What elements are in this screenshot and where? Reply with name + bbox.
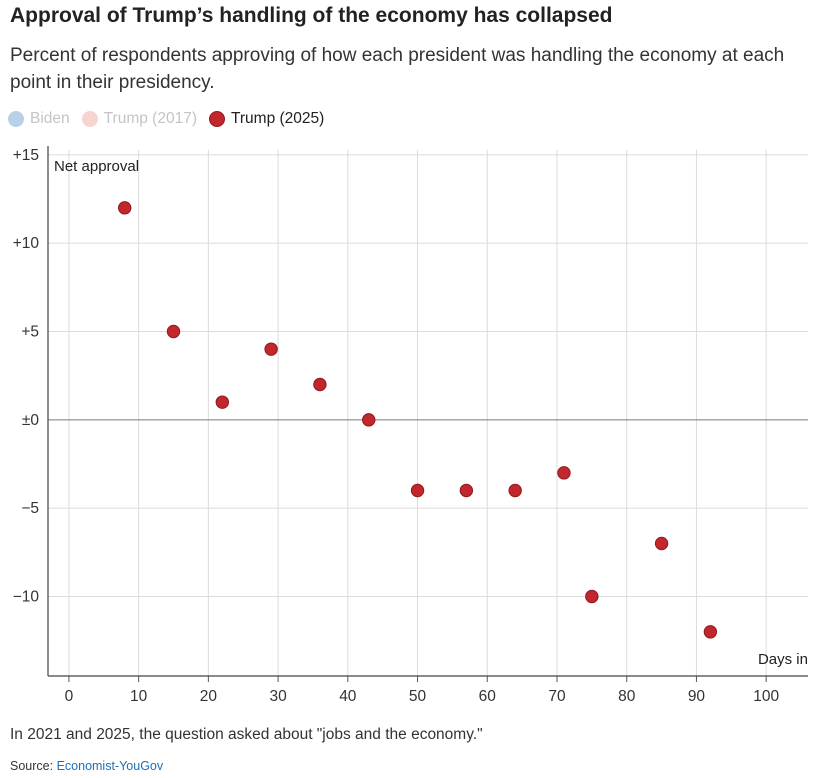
scatter-chart: 0 10 20 30 40 50 60 70 80 90 100 +15 +10 +5 ±0 −5 −10 Ne… bbox=[13, 146, 808, 705]
legend-label-trump-2017: Trump (2017) bbox=[103, 110, 197, 127]
x-tick-label: 40 bbox=[339, 688, 357, 705]
legend-label-trump-2025: Trump (2025) bbox=[230, 110, 325, 127]
data-point bbox=[508, 483, 522, 498]
x-tick-label: 20 bbox=[200, 688, 218, 705]
data-point bbox=[117, 201, 132, 215]
legend-item-trump-2025[interactable]: Trump (2025) bbox=[208, 110, 325, 128]
y-tick-label: +10 bbox=[13, 235, 40, 252]
x-tick-label: 10 bbox=[130, 688, 148, 705]
data-point bbox=[585, 589, 599, 604]
legend-item-trump-2017[interactable]: Trump (2017) bbox=[81, 110, 197, 128]
footnote: In 2021 and 2025, the question asked abo… bbox=[10, 726, 483, 743]
chart-title: Approval of Trump’s handling of the econ… bbox=[10, 4, 613, 27]
data-point bbox=[459, 483, 474, 498]
x-axis-label: Days in bbox=[758, 651, 808, 668]
y-tick-label: +15 bbox=[13, 147, 39, 164]
data-point bbox=[313, 377, 327, 392]
data-point bbox=[264, 342, 278, 356]
data-point bbox=[654, 536, 669, 551]
legend-swatch-biden bbox=[8, 111, 24, 127]
data-point bbox=[410, 483, 425, 498]
data-point bbox=[215, 395, 230, 409]
legend: Biden Trump (2017) Trump (2025) bbox=[8, 110, 336, 128]
data-point bbox=[557, 466, 571, 480]
grid bbox=[48, 150, 808, 676]
data-point bbox=[166, 324, 181, 339]
legend-label-biden: Biden bbox=[30, 110, 70, 127]
y-axis-label: Net approval bbox=[54, 158, 139, 175]
data-point bbox=[362, 413, 376, 427]
x-tick-label: 70 bbox=[548, 688, 566, 705]
x-tick-label: 60 bbox=[479, 688, 497, 705]
data-point bbox=[703, 625, 718, 639]
source-link[interactable]: Economist-YouGov bbox=[56, 759, 164, 773]
chart-subtitle: Percent of respondents approving of how … bbox=[10, 45, 785, 93]
y-tick-label: −10 bbox=[13, 589, 40, 606]
source-line: Source: Economist-YouGov bbox=[10, 759, 163, 773]
legend-swatch-trump-2017 bbox=[81, 111, 98, 127]
axes: 0 10 20 30 40 50 60 70 80 90 100 +15 +10 +5 ±0 −5 −10 bbox=[13, 146, 808, 705]
x-tick-label: 90 bbox=[688, 688, 706, 705]
source-label: Source: bbox=[10, 759, 54, 773]
legend-swatch-trump-2025 bbox=[208, 111, 225, 127]
x-tick-label: 100 bbox=[753, 688, 779, 705]
x-tick-label: 50 bbox=[409, 688, 427, 705]
legend-item-biden[interactable]: Biden bbox=[8, 110, 70, 128]
y-tick-label: −5 bbox=[21, 500, 39, 517]
x-tick-label: 30 bbox=[269, 688, 287, 705]
y-tick-label: ±0 bbox=[22, 412, 40, 429]
x-tick-label: 0 bbox=[65, 688, 74, 705]
data-points bbox=[117, 201, 718, 639]
x-tick-label: 80 bbox=[618, 688, 636, 705]
y-tick-label: +5 bbox=[21, 324, 39, 341]
